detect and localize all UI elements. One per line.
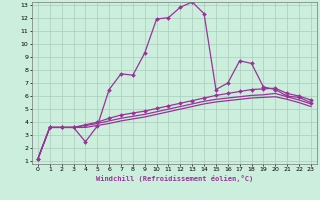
X-axis label: Windchill (Refroidissement éolien,°C): Windchill (Refroidissement éolien,°C): [96, 175, 253, 182]
